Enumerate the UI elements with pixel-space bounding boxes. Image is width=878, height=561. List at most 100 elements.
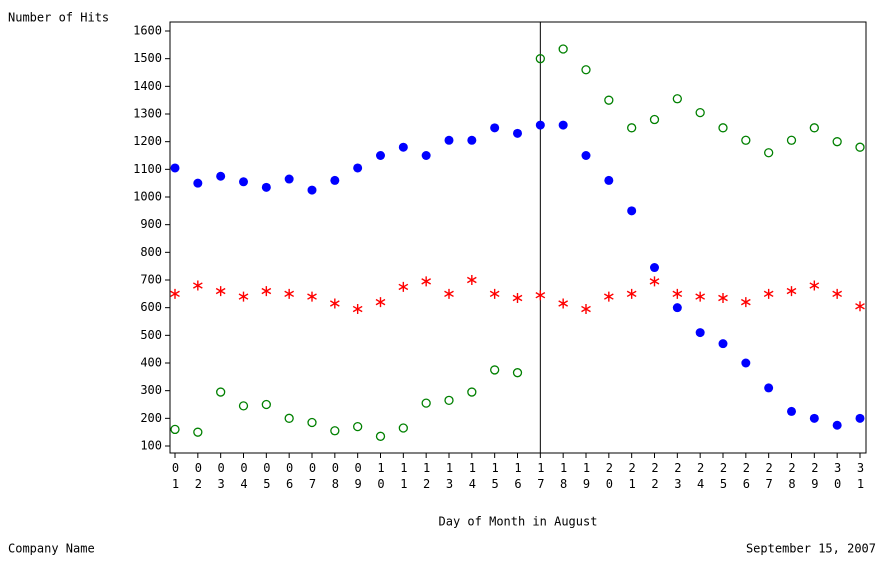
x-tick-label: 26 [739,461,753,493]
data-point [375,297,386,308]
y-tick-label: 800 [140,245,162,259]
x-tick-label: 11 [397,461,411,493]
data-point [512,368,523,378]
y-tick-label: 500 [140,328,162,342]
data-point [763,288,774,299]
data-point [398,142,408,152]
data-point [238,401,249,411]
data-point [261,286,272,297]
data-point [490,123,500,133]
data-point [261,399,271,410]
data-point [170,288,180,299]
x-tick-label: 24 [694,461,708,493]
x-tick-label: 07 [306,461,320,493]
data-point [809,123,819,133]
data-point [855,142,865,152]
data-point [786,135,797,145]
x-tick-label: 10 [374,461,388,493]
data-point [467,387,477,397]
data-point [329,298,340,309]
data-point [216,387,226,397]
x-tick-label: 03 [214,461,228,493]
x-tick-label: 14 [465,461,479,493]
data-point [603,291,614,302]
data-point [307,185,317,195]
data-point [398,281,409,292]
data-point [535,120,545,130]
x-tick-label: 28 [785,461,799,493]
data-point [581,65,591,75]
data-point [627,206,637,216]
x-tick-label: 30 [831,461,845,493]
y-tick-label: 900 [140,217,162,231]
data-point [512,292,523,303]
data-point [649,276,660,287]
y-tick-label: 700 [140,273,162,287]
x-tick-label: 27 [762,461,776,493]
data-point [535,290,546,301]
y-tick-label: 1400 [133,79,162,93]
x-tick-label: 15 [488,461,502,493]
data-point [581,151,591,160]
data-point [239,177,248,187]
x-tick-label: 25 [717,461,731,493]
x-tick-label: 04 [237,461,251,493]
data-point [375,431,386,441]
x-tick-label: 01 [169,461,183,493]
data-point [581,304,591,315]
data-point [215,286,226,297]
data-point [718,339,728,349]
x-tick-label: 02 [191,461,205,493]
data-point [832,288,843,299]
x-tick-label: 09 [351,461,365,493]
data-point [741,358,751,368]
data-point [444,135,454,145]
x-tick-label: 19 [580,461,594,493]
data-point [764,383,774,393]
data-point [672,94,682,104]
x-tick-label: 08 [328,461,342,493]
data-point [558,298,569,309]
data-point [216,171,226,181]
data-point [809,413,819,423]
y-tick-label: 200 [140,411,162,425]
data-point [764,148,774,158]
y-tick-label: 1600 [133,24,162,38]
data-point [192,280,203,291]
y-tick-label: 600 [140,300,162,314]
data-point [558,120,568,130]
x-tick-label: 29 [808,461,822,493]
data-point [489,288,500,299]
x-tick-label: 17 [534,461,548,493]
data-point [284,413,294,423]
data-point [261,182,271,192]
data-point [626,288,637,299]
data-point [604,95,614,105]
data-point [649,114,660,125]
data-point [672,303,682,313]
x-tick-label: 22 [648,461,662,493]
data-point [786,286,797,297]
data-point [376,151,385,160]
x-tick-label: 31 [854,461,868,493]
data-point [330,175,340,185]
data-point [398,423,408,433]
x-tick-label: 21 [625,461,639,493]
data-point [284,174,294,184]
x-tick-label: 16 [511,461,525,493]
y-axis-title: Number of Hits [8,11,109,25]
data-point [627,123,637,133]
data-point [672,288,683,299]
data-point [170,424,180,435]
data-point [421,398,431,408]
x-tick-label: 05 [260,461,274,493]
data-point [695,328,705,338]
footnote-left: Company Name [8,542,95,556]
data-point [307,291,317,302]
data-point [490,365,500,375]
y-tick-label: 300 [140,383,162,397]
data-point [284,288,295,299]
plot-frame [169,21,867,454]
data-point [307,417,317,428]
